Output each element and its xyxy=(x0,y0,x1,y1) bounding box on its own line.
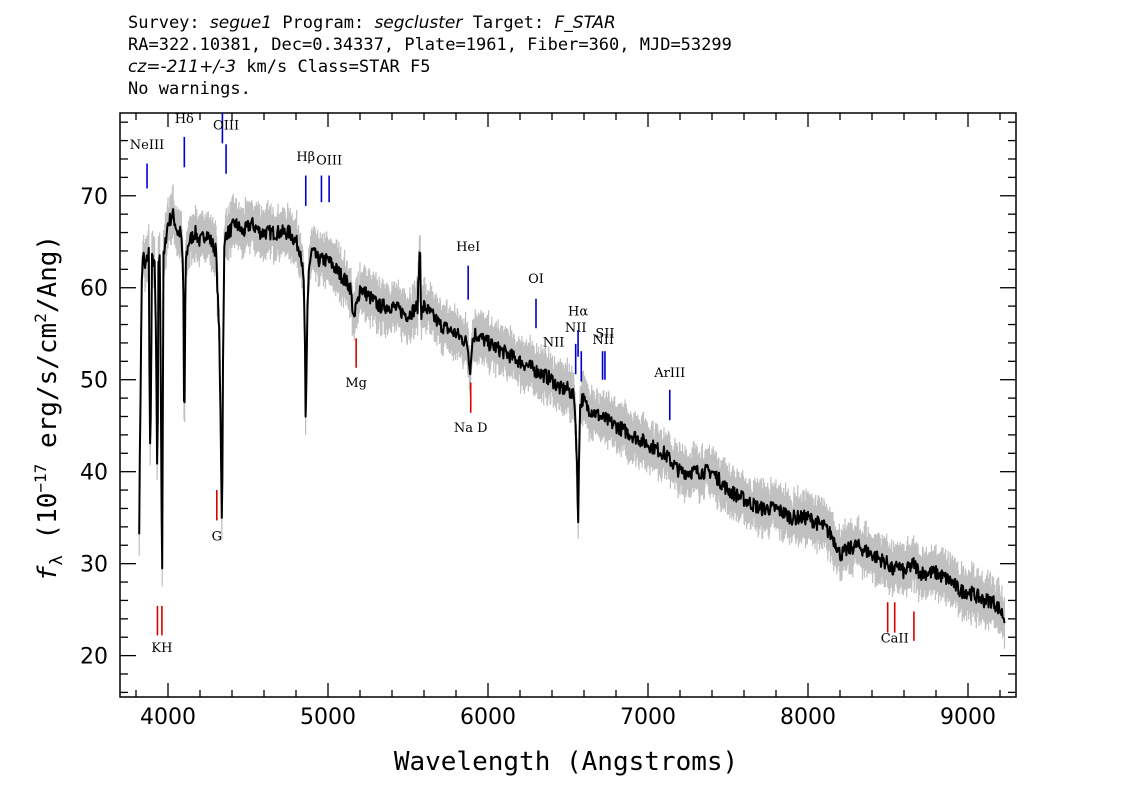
cz-value: -211+/-3 xyxy=(160,57,237,77)
x-tick-label: 7000 xyxy=(620,705,676,730)
program-value: segcluster xyxy=(374,13,463,33)
absorption-line-label: Na D xyxy=(454,421,488,436)
x-axis-title: Wavelength (Angstroms) xyxy=(394,747,738,777)
emission-line-label: NII xyxy=(592,333,614,348)
program-label: Program: xyxy=(282,13,365,33)
absorption-line-label: Mg xyxy=(345,376,367,391)
survey-value: segue1 xyxy=(209,13,273,33)
absorption-line-label: CaII xyxy=(881,632,909,647)
y-axis-square: 2 xyxy=(31,313,50,323)
y-axis-exponent: −17 xyxy=(31,464,50,493)
emission-line-label: OIII xyxy=(213,119,239,134)
emission-line-label: Hδ xyxy=(175,112,194,127)
emission-line-label: HeI xyxy=(456,240,480,255)
y-tick-label: 40 xyxy=(80,461,108,486)
target-label: Target: xyxy=(472,13,545,33)
x-tick-label: 4000 xyxy=(140,705,196,730)
emission-line-label: Hβ xyxy=(296,150,315,165)
emission-line-label: NeIII xyxy=(130,138,164,153)
error-band xyxy=(138,184,1006,649)
y-axis-units: erg/s/cm xyxy=(33,323,63,464)
y-tick-label: 30 xyxy=(80,553,108,578)
emission-line-label: Hα xyxy=(568,304,588,319)
absorption-line-label: G xyxy=(212,530,222,545)
header-line-warnings: No warnings. xyxy=(128,79,251,99)
x-tick-label: 5000 xyxy=(300,705,356,730)
plot-frame xyxy=(119,112,1017,698)
emission-line-label: OIII xyxy=(316,154,342,169)
y-axis-title: fλ (10−17 erg/s/cm2/Ang) xyxy=(31,235,67,581)
y-axis-units-end: /Ang) xyxy=(33,235,63,313)
emission-line-label: NII xyxy=(543,336,565,351)
y-tick-label: 20 xyxy=(80,645,108,670)
y-tick-label: 70 xyxy=(80,185,108,210)
x-tick-label: 6000 xyxy=(460,705,516,730)
cz-label: cz= xyxy=(128,57,161,77)
survey-label: Survey: xyxy=(128,13,200,33)
emission-line-label: ArIII xyxy=(653,366,685,381)
absorption-line-label: KH xyxy=(151,641,172,656)
x-tick-label: 9000 xyxy=(940,705,996,730)
header-line-coordinates: RA=322.10381, Dec=0.34337, Plate=1961, F… xyxy=(128,35,732,55)
y-axis-flux-symbol: f xyxy=(33,565,63,581)
cz-rest: km/s Class=STAR F5 xyxy=(236,57,431,77)
y-tick-label: 50 xyxy=(80,369,108,394)
spectrum-header: Survey: segue1 Program: segcluster Targe… xyxy=(128,12,732,100)
y-axis-scale: (10 xyxy=(33,493,63,556)
emission-line-label: NII xyxy=(565,321,587,336)
emission-line-label: OI xyxy=(528,272,544,287)
y-axis-lambda: λ xyxy=(47,555,67,565)
x-tick-label: 8000 xyxy=(780,705,836,730)
emission-line-label: SII xyxy=(595,326,614,341)
plot-elements: 4000 5000 6000 7000 8000 9000 20 30 40 50 60 70 NeII… xyxy=(80,112,1017,730)
header-line-redshift: cz=-211+/-3 km/s Class=STAR F5 xyxy=(128,56,732,78)
y-tick-label: 60 xyxy=(80,277,108,302)
target-value: F_STAR xyxy=(554,13,616,33)
header-line-survey: Survey: segue1 Program: segcluster Targe… xyxy=(128,12,732,34)
flux-line xyxy=(138,208,1006,624)
